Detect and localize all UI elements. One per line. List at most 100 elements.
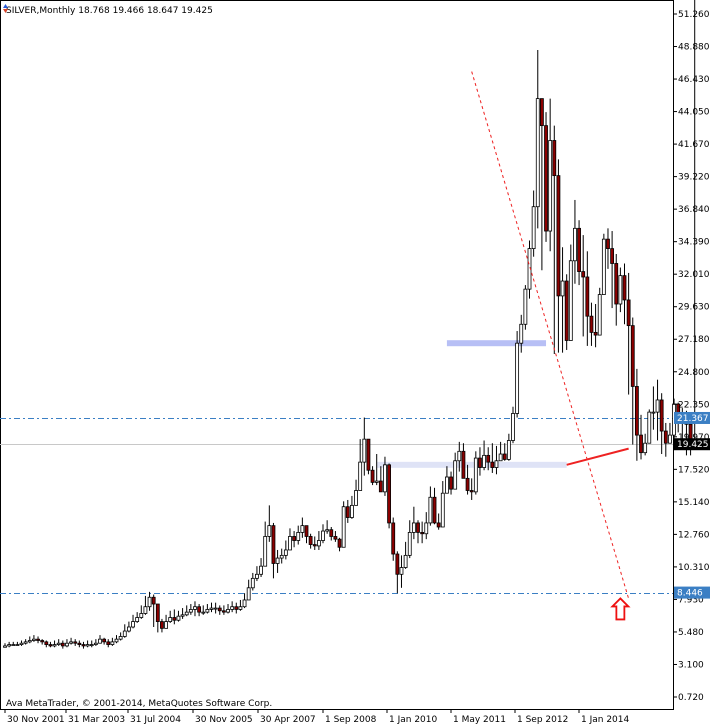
- candle-body: [151, 596, 156, 605]
- candle-body: [366, 438, 371, 471]
- candle-body: [341, 506, 346, 548]
- candle-body: [7, 644, 12, 647]
- candle: [250, 572, 255, 591]
- candle: [201, 605, 206, 615]
- candle-body: [659, 399, 664, 432]
- chart-footer: Ava MetaTrader, © 2001-2014, MetaQuotes …: [6, 699, 272, 709]
- candle: [506, 433, 511, 461]
- candle: [122, 624, 127, 638]
- candle-body: [48, 644, 53, 647]
- candle: [205, 604, 210, 614]
- candle-body: [486, 454, 491, 463]
- candle: [242, 593, 247, 609]
- candle-body: [651, 411, 656, 414]
- candle: [659, 393, 664, 455]
- candle-body: [32, 638, 36, 641]
- support-zones: [376, 340, 567, 468]
- candle-body: [622, 275, 627, 301]
- candle-body: [143, 606, 148, 614]
- candle-body: [469, 490, 474, 493]
- candle-body: [180, 614, 185, 617]
- candle: [663, 422, 668, 457]
- candle-body: [201, 611, 206, 614]
- candle-body: [127, 626, 131, 632]
- candle-body: [606, 238, 610, 250]
- y-tick-label: 3.100: [678, 660, 704, 670]
- x-tick-label: 1 Jan 2010: [389, 715, 437, 725]
- candle: [209, 602, 214, 613]
- candle-body: [350, 504, 354, 518]
- candle-body: [193, 606, 197, 610]
- current-price-tag: [674, 438, 710, 451]
- level-price-label: 8.446: [677, 589, 703, 599]
- candle-body: [457, 450, 462, 462]
- candle-body: [11, 644, 16, 646]
- candle-body: [544, 125, 548, 232]
- candle: [135, 612, 140, 623]
- candle: [486, 447, 491, 471]
- candle: [73, 639, 78, 646]
- candle-body: [176, 615, 181, 621]
- candle-body: [147, 596, 152, 608]
- candle: [589, 302, 594, 346]
- candle-body: [564, 280, 569, 341]
- levels-layer: [0, 418, 673, 594]
- candle: [147, 591, 152, 611]
- candle-body: [160, 621, 164, 629]
- candle: [300, 517, 305, 538]
- candle-body: [655, 399, 660, 413]
- candle: [622, 263, 627, 325]
- candle: [337, 537, 342, 552]
- candle: [345, 499, 350, 523]
- candle: [581, 235, 586, 337]
- candle-body: [663, 430, 668, 444]
- candle: [461, 443, 466, 479]
- candle: [110, 637, 115, 646]
- candle: [168, 610, 173, 623]
- candle-body: [337, 538, 342, 548]
- candle-body: [283, 549, 288, 556]
- candle: [358, 439, 363, 491]
- candle: [197, 604, 202, 617]
- candle: [432, 487, 437, 525]
- candle: [383, 456, 387, 496]
- candle: [333, 531, 338, 542]
- candle-body: [312, 544, 317, 547]
- candle: [143, 595, 148, 615]
- candle-body: [593, 331, 598, 336]
- candle: [234, 602, 239, 614]
- candle-body: [568, 260, 573, 341]
- candle-body: [502, 453, 507, 460]
- candle: [639, 414, 643, 460]
- candle-body: [424, 522, 429, 535]
- candle: [238, 599, 243, 611]
- candle-body: [304, 525, 309, 537]
- y-axis: 51.260 48.880 46.430 44.050 41.670 39.220 36.8…: [673, 10, 710, 703]
- candle: [226, 604, 230, 614]
- candle: [515, 331, 520, 418]
- candle: [647, 409, 652, 444]
- y-tick-label: 48.880: [678, 43, 710, 53]
- resistance-trendline: [471, 71, 630, 599]
- candle-body: [292, 536, 297, 541]
- candle-body: [573, 227, 577, 262]
- y-tick-label: 36.840: [678, 205, 710, 215]
- candle-body: [27, 640, 32, 643]
- candle-body: [478, 457, 482, 468]
- candle-body: [279, 554, 284, 559]
- candle: [527, 240, 532, 299]
- candle-body: [420, 531, 425, 535]
- candle: [93, 639, 98, 646]
- candle-body: [531, 206, 536, 250]
- candle-body: [234, 606, 239, 610]
- candle: [69, 637, 73, 645]
- candle-body: [453, 460, 458, 490]
- candle: [308, 533, 313, 549]
- candle-body: [374, 480, 379, 483]
- candle: [193, 601, 197, 617]
- candle-body: [436, 522, 441, 528]
- y-tick-label: 17.520: [678, 465, 710, 475]
- candle: [354, 479, 358, 506]
- y-tick-label: 51.260: [678, 10, 710, 20]
- current-price-label: 19.425: [677, 440, 709, 450]
